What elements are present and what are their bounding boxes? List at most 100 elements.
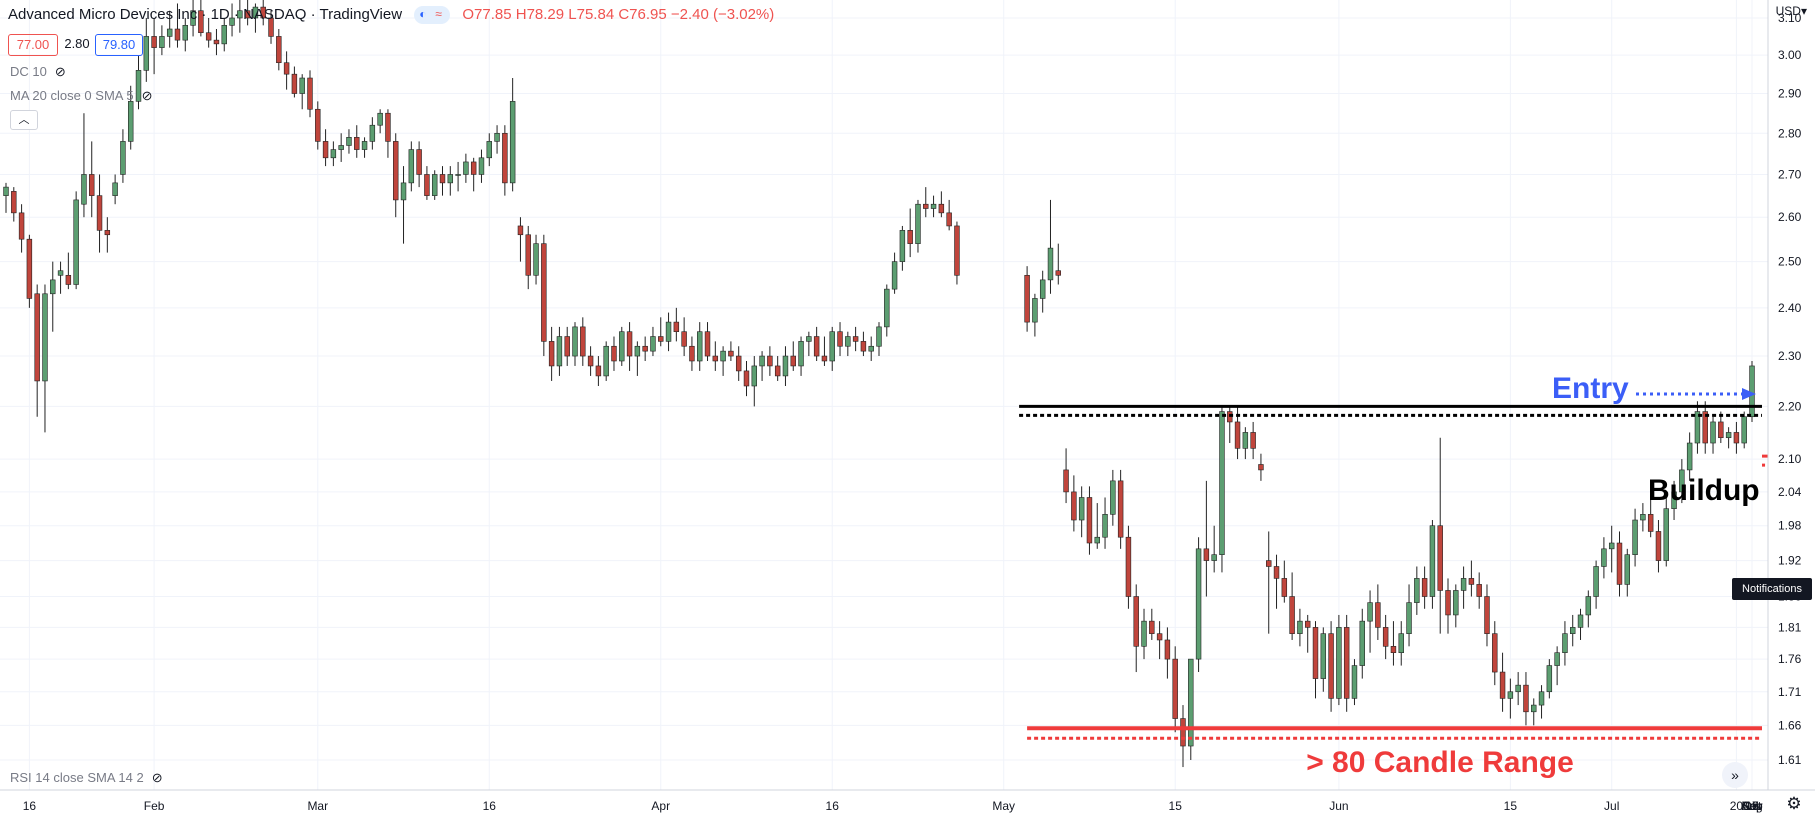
- collapse-indicators-button[interactable]: ︿: [10, 110, 38, 130]
- candle: [1749, 360, 1755, 422]
- candle: [322, 129, 329, 167]
- candle-body: [1718, 421, 1724, 439]
- candle-body: [291, 73, 298, 94]
- indicator-ma[interactable]: MA 20 close 0 SMA 5 ⊘: [10, 88, 152, 104]
- gear-icon[interactable]: ⚙: [1786, 794, 1802, 813]
- candle-body: [837, 331, 843, 347]
- candle-body: [813, 336, 820, 357]
- candle: [587, 346, 594, 376]
- candle-body: [1601, 548, 1607, 567]
- y-tick-label: 2.30: [1778, 349, 1802, 363]
- candle-body: [1086, 497, 1093, 544]
- candle: [1616, 531, 1623, 597]
- candle-body: [899, 230, 906, 262]
- candle: [104, 217, 111, 253]
- candle-body: [299, 77, 305, 94]
- candle-body: [852, 336, 859, 342]
- candle: [1094, 503, 1100, 549]
- candle: [1421, 566, 1428, 609]
- candle: [1624, 548, 1631, 597]
- candle-body: [1453, 590, 1459, 616]
- candle-body: [1515, 684, 1521, 693]
- candle: [1741, 411, 1747, 449]
- price-axis: [1768, 0, 1815, 820]
- candle: [681, 317, 687, 357]
- candle-body: [57, 270, 64, 276]
- candle-body: [1702, 411, 1708, 444]
- symbol-title[interactable]: Advanced Micro Devices Inc · 1D · NASDAQ…: [8, 6, 403, 23]
- candle-body: [1624, 554, 1631, 585]
- candle-body: [81, 174, 87, 205]
- candle-body: [1445, 590, 1451, 616]
- eye-hidden-icon[interactable]: ⊘: [54, 64, 66, 79]
- candle: [1117, 469, 1124, 549]
- candle: [1367, 590, 1373, 653]
- candle-body: [712, 355, 719, 362]
- scroll-to-realtime-button[interactable]: »: [1722, 762, 1748, 788]
- candle-body: [11, 191, 17, 214]
- moon-icon: ◐: [419, 7, 427, 22]
- x-tick-label: Jun: [1329, 799, 1348, 813]
- indicator-dc-label: DC 10: [10, 64, 47, 79]
- candle-body: [1063, 469, 1069, 493]
- candle: [767, 346, 773, 376]
- candle-body: [751, 365, 758, 387]
- chevron-up-icon: ︿: [18, 114, 30, 126]
- candle: [276, 29, 282, 71]
- eye-hidden-icon[interactable]: ⊘: [151, 770, 163, 785]
- candle: [1632, 508, 1638, 567]
- candle: [907, 208, 913, 258]
- candle: [782, 346, 789, 386]
- notifications-tooltip[interactable]: Notifications: [1732, 578, 1812, 600]
- session-toggle[interactable]: ◐ ≈: [414, 6, 451, 25]
- currency-selector[interactable]: USD▾: [1775, 4, 1807, 18]
- candle-body: [1725, 432, 1732, 439]
- candle: [595, 356, 602, 386]
- candle: [1156, 621, 1163, 660]
- candle-body: [1195, 548, 1202, 660]
- candle: [1039, 270, 1046, 313]
- candle-body: [1585, 596, 1592, 616]
- candle: [330, 141, 337, 167]
- candle-body: [1102, 514, 1108, 538]
- annotations: Entry Buildup > 80 Candle Range: [1019, 372, 1815, 779]
- candle: [34, 284, 40, 417]
- candle: [1297, 608, 1303, 647]
- candle-body: [135, 70, 142, 102]
- candle: [190, 0, 196, 37]
- candle: [689, 336, 695, 371]
- candle-body: [1733, 432, 1740, 444]
- candle-body: [408, 149, 415, 184]
- candle: [291, 66, 298, 98]
- candle: [135, 55, 142, 110]
- candle: [813, 326, 820, 361]
- y-tick-label: 1.61: [1778, 753, 1802, 767]
- x-tick-label: Nov: [1741, 799, 1762, 813]
- candle: [837, 322, 843, 357]
- candle: [299, 74, 305, 110]
- eye-hidden-icon[interactable]: ⊘: [141, 88, 153, 103]
- candle: [1476, 572, 1482, 609]
- candle-body: [891, 261, 898, 290]
- candle-body: [938, 203, 945, 214]
- candle: [268, 10, 274, 44]
- candle-body: [221, 25, 227, 45]
- candle-body: [1577, 614, 1584, 628]
- chart-header: Advanced Micro Devices Inc · 1D · NASDAQ…: [8, 6, 774, 25]
- candle-body: [1343, 627, 1350, 699]
- indicator-dc[interactable]: DC 10 ⊘: [10, 64, 66, 80]
- bid-price[interactable]: 77.00: [8, 34, 58, 56]
- ask-price[interactable]: 79.80: [95, 34, 143, 56]
- candle-body: [42, 293, 48, 382]
- candle-range-label: > 80 Candle Range: [1306, 746, 1574, 779]
- candle: [1250, 421, 1256, 460]
- candle: [728, 341, 734, 361]
- candle-body: [759, 355, 765, 367]
- candle-body: [743, 370, 750, 387]
- candle-body: [845, 336, 851, 347]
- indicator-rsi[interactable]: RSI 14 close SMA 14 2 ⊘: [10, 770, 163, 786]
- y-tick-label: 2.20: [1778, 399, 1802, 413]
- candle-body: [315, 108, 321, 142]
- candle: [1608, 525, 1615, 573]
